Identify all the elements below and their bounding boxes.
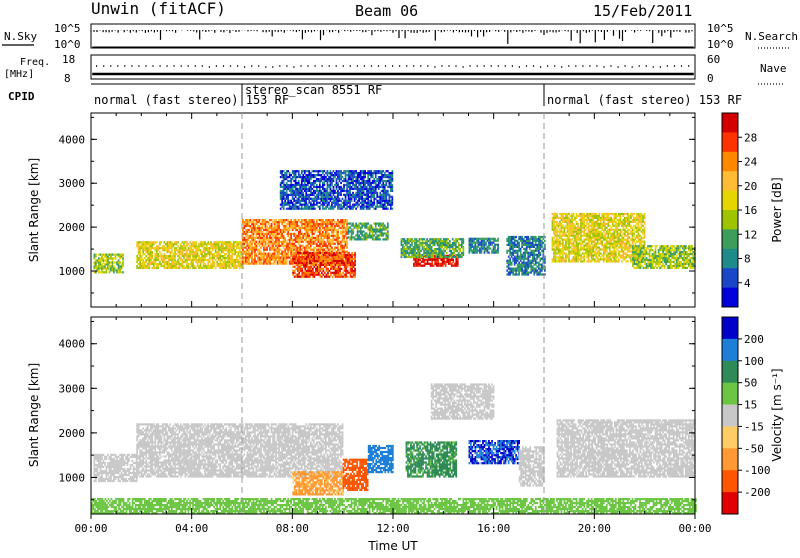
nave-tick-bottom: 0 bbox=[707, 72, 714, 85]
data-region bbox=[91, 498, 697, 514]
nave-label: Nave bbox=[760, 62, 787, 75]
power-colorbar: 28 24 20 16 12 8 4 bbox=[722, 113, 758, 307]
radar-summary-plot: Unwin (fitACF) Beam 06 15/Feb/2011 N.Sky… bbox=[0, 0, 800, 554]
data-region bbox=[136, 241, 243, 269]
colorbar-tick-label: -200 bbox=[744, 486, 771, 499]
colorbar-tick-label: 100 bbox=[744, 355, 764, 368]
y-tick-label: 2000 bbox=[59, 427, 86, 440]
colorbar-swatch bbox=[722, 317, 738, 339]
colorbar-tick-label: -15 bbox=[744, 420, 764, 433]
colorbar-tick-label: 4 bbox=[744, 277, 751, 290]
nsearch-tick-bottom: 10^0 bbox=[707, 38, 734, 51]
y-tick-label: 1000 bbox=[59, 471, 86, 484]
colorbar-swatch bbox=[722, 210, 738, 230]
station-title: Unwin (fitACF) bbox=[91, 0, 226, 18]
colorbar-swatch bbox=[722, 288, 738, 308]
y-tick-label: 3000 bbox=[59, 177, 86, 190]
y-tick-label: 3000 bbox=[59, 382, 86, 395]
cpid-segments: normal (fast stereo) 153 RF stereo_scan 8… bbox=[94, 83, 742, 107]
colorbar-tick-label: -50 bbox=[744, 442, 764, 455]
nsky-values bbox=[91, 30, 692, 44]
data-region bbox=[406, 441, 458, 477]
colorbar-tick-label: 50 bbox=[744, 377, 757, 390]
colorbar-tick-label: -100 bbox=[744, 464, 771, 477]
cpid-segment-label: stereo_scan 8551 RF bbox=[245, 83, 382, 97]
date-title: 15/Feb/2011 bbox=[593, 2, 692, 20]
data-region bbox=[292, 471, 344, 495]
power-panel bbox=[91, 113, 695, 307]
nsky-trace bbox=[91, 30, 694, 47]
colorbar-swatch bbox=[722, 383, 738, 405]
data-region bbox=[506, 236, 545, 276]
colorbar-tick-label: 8 bbox=[744, 253, 751, 266]
y-tick-label: 1000 bbox=[59, 265, 86, 278]
colorbar-swatch bbox=[722, 229, 738, 249]
nsky-tick-top: 10^5 bbox=[54, 22, 81, 35]
beam-title: Beam 06 bbox=[355, 2, 418, 20]
colorbar-swatch bbox=[722, 249, 738, 269]
nsearch-tick-top: 10^5 bbox=[707, 22, 734, 35]
colorbar-swatch bbox=[722, 152, 738, 172]
colorbar-tick-label: 16 bbox=[744, 204, 757, 217]
colorbar-tick-label: 28 bbox=[744, 131, 757, 144]
cpid-segment-label: normal (fast stereo) 153 RF bbox=[547, 93, 742, 107]
velocity-ylabel: Slant Range [km] bbox=[27, 363, 41, 467]
nsky-label: N.Sky bbox=[4, 30, 37, 43]
x-tick-label: 00:00 bbox=[74, 522, 107, 535]
freq-tick-bottom: 8 bbox=[64, 72, 71, 85]
power-colorbar-label: Power [dB] bbox=[770, 177, 784, 242]
colorbar-swatch bbox=[722, 448, 738, 470]
nave-values bbox=[96, 66, 689, 67]
freq-tick-top: 18 bbox=[62, 53, 75, 66]
colorbar-tick-label: 200 bbox=[744, 333, 764, 346]
colorbar-swatch bbox=[722, 339, 738, 361]
colorbar-tick-label: 12 bbox=[744, 228, 757, 241]
colorbar-swatch bbox=[722, 492, 738, 514]
colorbar-swatch bbox=[722, 113, 738, 133]
colorbar-swatch bbox=[722, 132, 738, 152]
y-tick-label: 4000 bbox=[59, 338, 86, 351]
x-tick-label: 08:00 bbox=[276, 522, 309, 535]
colorbar-swatch bbox=[722, 470, 738, 492]
colorbar-tick-label: 15 bbox=[744, 399, 757, 412]
x-tick-label: 20:00 bbox=[578, 522, 611, 535]
colorbar-swatch bbox=[722, 171, 738, 191]
colorbar-swatch bbox=[722, 361, 738, 383]
colorbar-tick-label: 24 bbox=[744, 156, 758, 169]
colorbar-swatch bbox=[722, 426, 738, 448]
y-tick-label: 2000 bbox=[59, 221, 86, 234]
x-tick-label: 04:00 bbox=[175, 522, 208, 535]
x-tick-label: 12:00 bbox=[376, 522, 409, 535]
data-region bbox=[292, 252, 356, 278]
data-region bbox=[469, 238, 499, 254]
plot-canvas: Unwin (fitACF) Beam 06 15/Feb/2011 N.Sky… bbox=[0, 0, 800, 554]
colorbar-swatch bbox=[722, 268, 738, 288]
nsky-tick-bottom: 10^0 bbox=[54, 38, 81, 51]
x-axis-label: Time UT bbox=[367, 539, 418, 553]
y-tick-label: 4000 bbox=[59, 133, 86, 146]
colorbar-swatch bbox=[722, 405, 738, 427]
colorbar-tick-label: 20 bbox=[744, 180, 757, 193]
freq-trace bbox=[92, 66, 693, 74]
nsearch-label: N.Search bbox=[745, 30, 798, 43]
x-tick-label: 00:00 bbox=[678, 522, 711, 535]
colorbar-swatch bbox=[722, 191, 738, 211]
freq-label: Freq. bbox=[20, 57, 50, 68]
power-ylabel: Slant Range [km] bbox=[27, 158, 41, 262]
nave-tick-top: 60 bbox=[707, 53, 720, 66]
velocity-colorbar: 200 100 50 15 -15 -50 -100 -200 bbox=[722, 317, 771, 514]
velocity-colorbar-label: Velocity [m s⁻¹] bbox=[770, 368, 784, 461]
x-tick-label: 16:00 bbox=[477, 522, 510, 535]
velocity-panel bbox=[91, 317, 695, 514]
cpid-label: CPID bbox=[8, 90, 35, 103]
freq-unit: [MHz] bbox=[4, 69, 34, 80]
